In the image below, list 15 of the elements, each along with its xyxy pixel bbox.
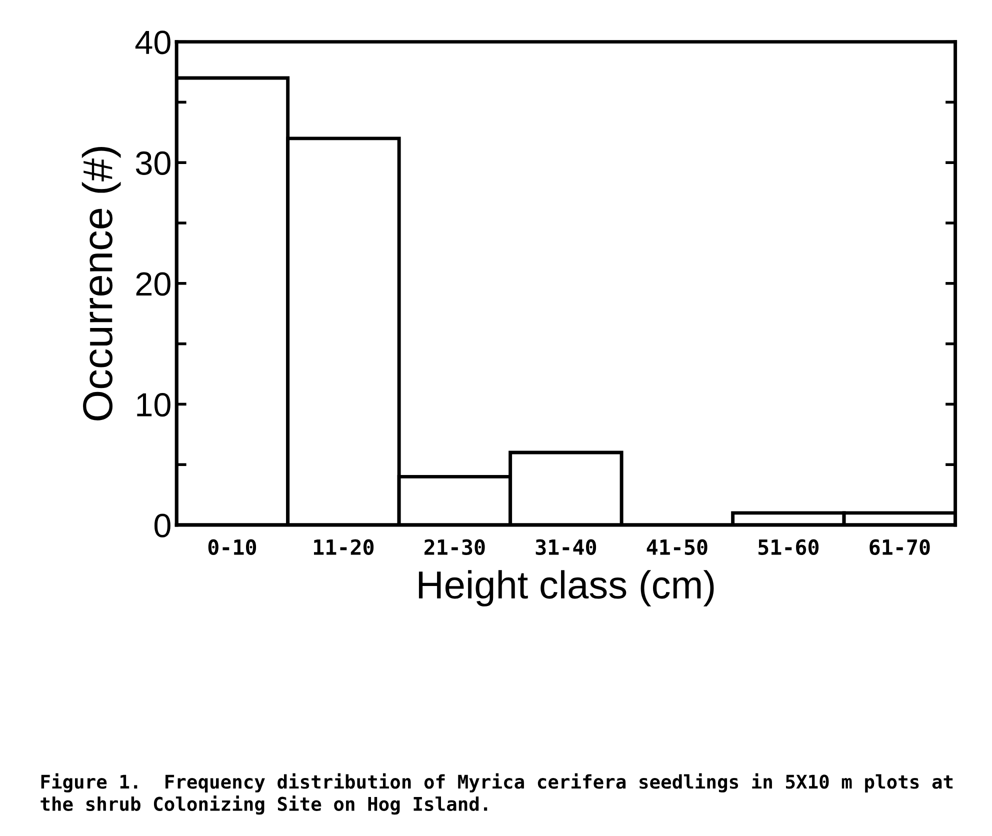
y-tick-label: 40 bbox=[135, 30, 170, 54]
caption: Figure 1. Frequency distribution of Myrica cerifera seedlings in 5X10 m plots at the shrub Colonizing Site on Hog Island. bbox=[40, 773, 953, 815]
x-tick-label: 51-60 bbox=[758, 539, 819, 556]
y-tick-label: 30 bbox=[136, 151, 170, 176]
x-tick-label: 0-10 bbox=[208, 539, 256, 556]
y-tick-label: 20 bbox=[136, 272, 170, 296]
y-tick-label: 10 bbox=[137, 393, 170, 417]
x-tick-label: 21-30 bbox=[424, 539, 485, 556]
x-tick-label: 31-40 bbox=[536, 539, 596, 556]
y-tick-label: 0 bbox=[154, 514, 170, 538]
y-axis-title: Occurrence (#) bbox=[82, 147, 121, 420]
x-tick-label: 11-20 bbox=[314, 539, 374, 556]
x-tick-label: 61-70 bbox=[870, 539, 930, 556]
x-tick-label: 41-50 bbox=[646, 539, 708, 556]
x-axis-title: Height class (cm) bbox=[418, 570, 714, 606]
